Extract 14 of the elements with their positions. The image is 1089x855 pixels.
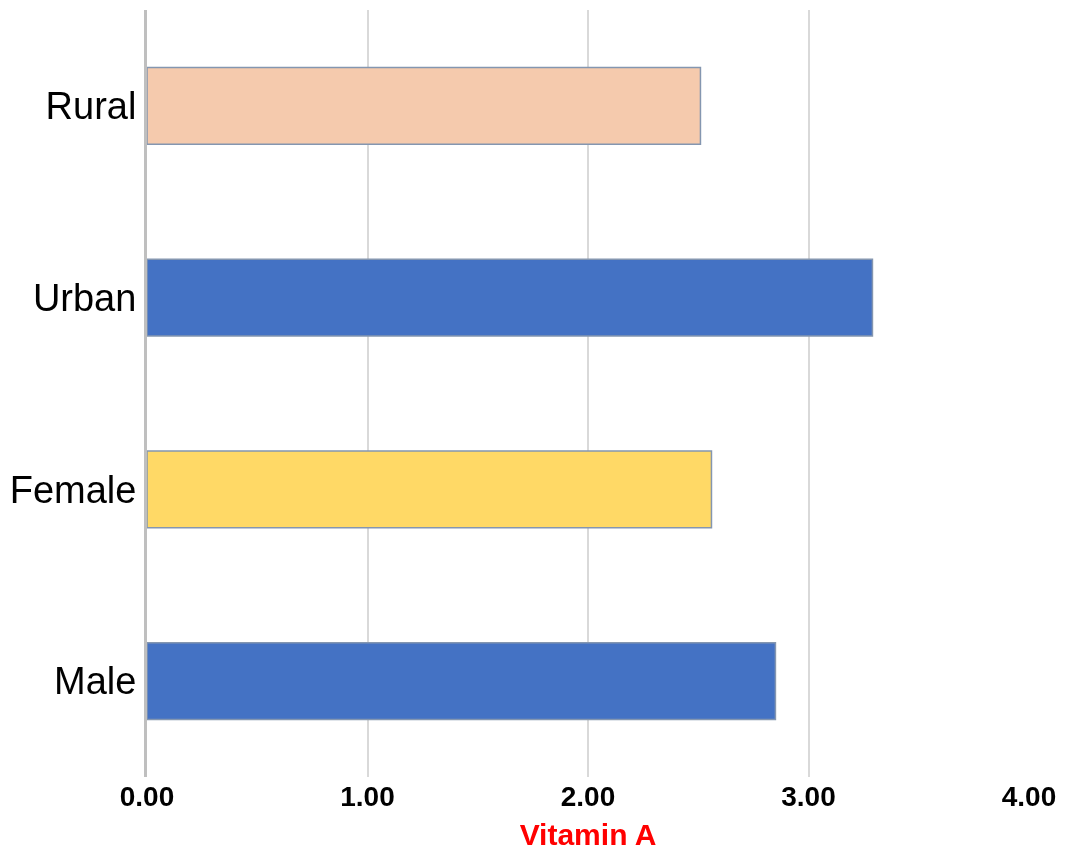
y-tick-label: Rural bbox=[45, 85, 137, 128]
y-tick-label: Female bbox=[9, 468, 137, 511]
y-tick-label: Urban bbox=[32, 276, 137, 319]
x-tick-label: 0.00 bbox=[119, 781, 175, 812]
x-tick-label: 1.00 bbox=[340, 781, 395, 812]
x-tick-label: 4.00 bbox=[1001, 781, 1057, 812]
bar bbox=[147, 642, 777, 721]
bar bbox=[147, 450, 713, 529]
x-tick-label: 2.00 bbox=[560, 781, 616, 812]
x-axis-title: Vitamin A bbox=[519, 817, 657, 851]
y-tick-label: Male bbox=[54, 660, 137, 703]
bar bbox=[147, 66, 702, 145]
bar bbox=[147, 258, 874, 337]
x-tick-label: 3.00 bbox=[781, 781, 836, 812]
